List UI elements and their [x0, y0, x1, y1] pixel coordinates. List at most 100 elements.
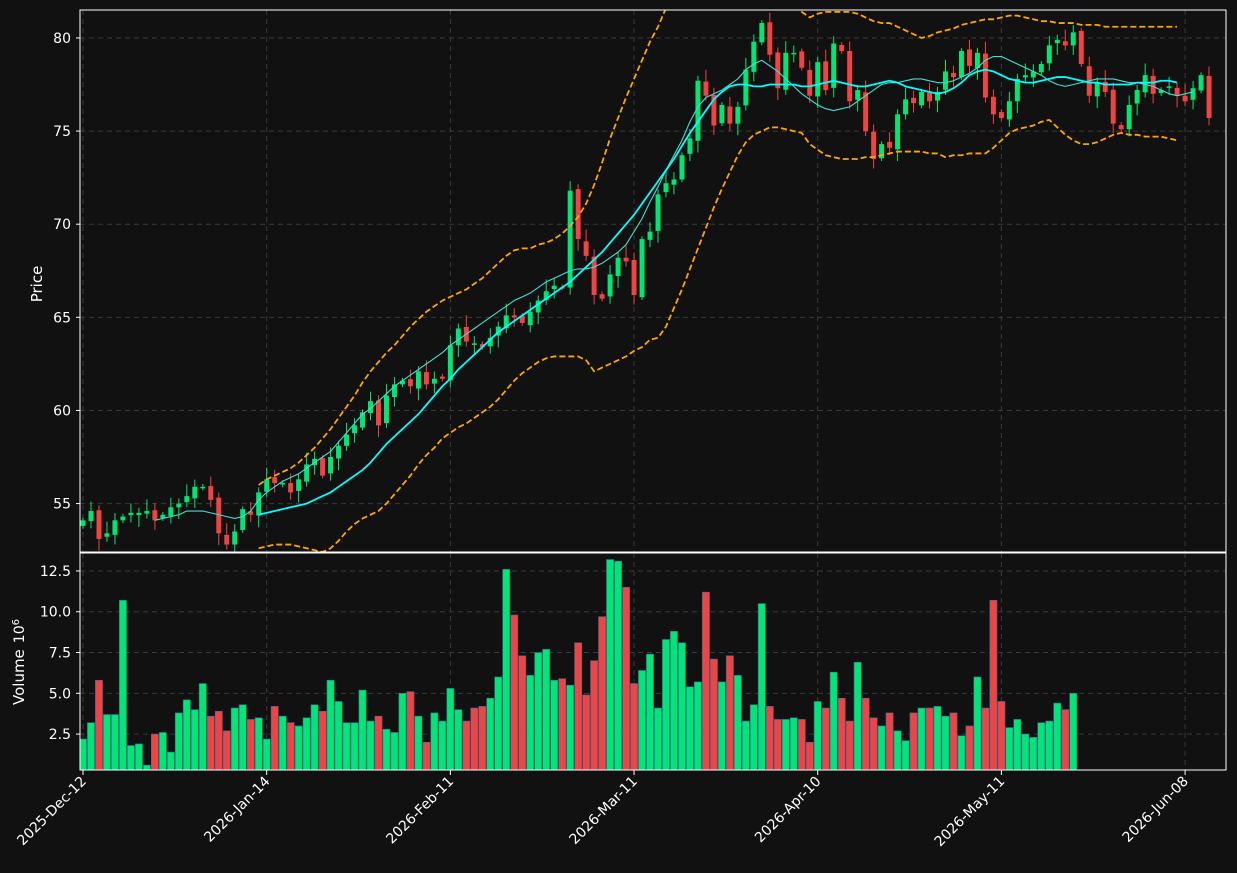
volume-bar: [374, 715, 383, 770]
candle-body: [487, 337, 493, 347]
candle-body: [136, 512, 142, 516]
volume-bar: [893, 730, 902, 770]
volume-bar: [853, 662, 862, 770]
candle-body: [1150, 75, 1156, 94]
candle-body: [184, 496, 190, 503]
candle-body: [1118, 125, 1124, 130]
volume-bar: [119, 600, 127, 770]
volume-bar: [462, 720, 471, 770]
candle-body: [990, 96, 996, 115]
volume-bar: [670, 631, 678, 770]
candle-body: [1078, 30, 1084, 65]
candle-body: [104, 533, 110, 537]
candle-body: [879, 144, 885, 159]
candle-body: [360, 412, 365, 428]
candle-body: [511, 315, 517, 318]
candle-body: [288, 483, 294, 493]
candle-body: [1046, 45, 1052, 64]
volume-bar: [494, 676, 503, 770]
candle-body: [743, 69, 749, 106]
volume-bar: [430, 712, 439, 770]
candle-body: [671, 179, 677, 185]
candle-body: [719, 104, 725, 124]
candle-body: [495, 326, 501, 336]
candle-body: [503, 315, 509, 329]
fast-moving-average-line: [154, 56, 1194, 521]
volume-bar: [510, 614, 519, 770]
candle-body: [144, 511, 150, 514]
candle-body: [296, 479, 302, 491]
volume-bar: [334, 701, 343, 770]
candle-body: [192, 486, 198, 499]
volume-bar: [486, 697, 495, 770]
candle-body: [751, 41, 757, 72]
candle-body: [695, 80, 701, 141]
volume-bar: [965, 725, 974, 770]
candle-body: [368, 401, 373, 414]
candle-body: [703, 81, 709, 96]
volume-grid: [80, 553, 1226, 770]
candle-body: [1182, 95, 1188, 102]
candle-body: [1022, 75, 1028, 78]
candle-body: [1190, 88, 1196, 100]
volume-bar: [350, 722, 359, 770]
candle-body: [80, 520, 86, 526]
candle-body: [1062, 41, 1068, 46]
candle-body: [304, 464, 310, 482]
volume-bar: [877, 725, 886, 770]
volume-bar: [662, 639, 670, 770]
price-plot-area: [80, 10, 1212, 552]
candle-body: [383, 395, 389, 424]
volume-bar: [286, 722, 295, 770]
candle-body: [336, 445, 342, 459]
candle-body: [855, 90, 861, 100]
candle-body: [583, 241, 589, 256]
volume-bar: [821, 707, 830, 770]
volume-tick-label: 2.5: [49, 727, 71, 743]
volume-bar: [925, 707, 934, 770]
candle-body: [639, 239, 645, 298]
candle-body: [919, 91, 925, 106]
volume-bar: [933, 706, 942, 770]
candle-body: [647, 231, 653, 240]
candle-body: [1038, 64, 1044, 73]
candle-body: [1030, 71, 1036, 78]
candle-body: [958, 50, 964, 78]
volume-bar: [997, 701, 1006, 770]
price-tick-label: 60: [53, 403, 71, 419]
candle-body: [543, 291, 549, 300]
volume-axis-label-text: Volume: [10, 649, 28, 705]
price-tick-label: 55: [53, 497, 71, 513]
volume-bar: [957, 735, 966, 770]
upper-band-line: [258, 10, 1178, 486]
volume-bar: [518, 655, 527, 770]
volume-bar: [1053, 702, 1062, 770]
volume-bar: [837, 697, 846, 770]
volume-axis-label: Volume 106: [10, 619, 28, 705]
candle-body: [599, 294, 605, 299]
volume-bar: [80, 738, 87, 770]
volume-bar: [526, 675, 535, 770]
candle-body: [982, 53, 988, 98]
candle-body: [927, 92, 932, 102]
volume-bar: [590, 660, 599, 770]
volume-bar: [614, 560, 622, 770]
volume-bar: [1037, 722, 1046, 770]
candle-body: [1110, 89, 1116, 124]
candle-body: [224, 534, 230, 545]
candle-body: [376, 400, 381, 426]
volume-bar: [582, 694, 591, 770]
volume-bar: [805, 741, 814, 770]
volume-bar: [686, 686, 694, 770]
candle-body: [839, 45, 845, 51]
candle-body: [1134, 90, 1140, 104]
volume-bar: [158, 732, 167, 770]
volume-bar: [813, 701, 822, 770]
candle-body: [240, 509, 246, 531]
candle-body: [88, 511, 94, 522]
volume-bar: [638, 670, 646, 770]
candle-body: [775, 52, 781, 89]
candle-body: [887, 141, 893, 148]
volume-bar: [262, 738, 271, 770]
price-tick-label: 80: [53, 31, 71, 47]
